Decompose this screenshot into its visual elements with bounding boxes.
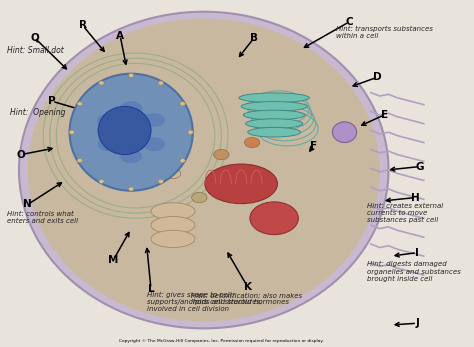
Text: P: P [48, 96, 56, 106]
Ellipse shape [120, 150, 142, 163]
Ellipse shape [191, 193, 207, 203]
Ellipse shape [151, 230, 195, 247]
Ellipse shape [77, 159, 82, 163]
Text: Hint: transports substances
within a cell: Hint: transports substances within a cel… [336, 26, 433, 39]
Ellipse shape [151, 203, 195, 220]
Text: G: G [415, 162, 424, 172]
Ellipse shape [128, 187, 134, 191]
Ellipse shape [180, 102, 185, 106]
Ellipse shape [143, 113, 165, 127]
Ellipse shape [243, 110, 305, 120]
Ellipse shape [214, 150, 229, 160]
Ellipse shape [99, 81, 104, 85]
Ellipse shape [151, 217, 195, 234]
Ellipse shape [120, 101, 142, 115]
Ellipse shape [143, 137, 165, 151]
Ellipse shape [69, 130, 74, 134]
Text: Hint: detoxification; also makes
lipids and steroid hormones: Hint: detoxification; also makes lipids … [191, 292, 301, 305]
Text: Hint: controls what
enters and exits cell: Hint: controls what enters and exits cel… [7, 211, 78, 225]
Ellipse shape [250, 202, 298, 235]
Ellipse shape [241, 102, 307, 111]
Text: Hint: Small dot: Hint: Small dot [7, 46, 64, 55]
Ellipse shape [158, 179, 164, 184]
Ellipse shape [99, 179, 104, 184]
Ellipse shape [239, 93, 310, 103]
Ellipse shape [97, 137, 119, 151]
Ellipse shape [77, 102, 82, 106]
Ellipse shape [248, 127, 301, 137]
Text: O: O [17, 150, 26, 160]
Ellipse shape [180, 159, 185, 163]
Text: Hint: creates external
currents to move
substances past cell: Hint: creates external currents to move … [366, 203, 443, 223]
Text: B: B [250, 33, 258, 43]
Text: M: M [109, 255, 119, 264]
Ellipse shape [128, 73, 134, 77]
Text: N: N [23, 200, 32, 210]
Text: Q: Q [30, 33, 39, 43]
Ellipse shape [165, 168, 181, 179]
Text: K: K [244, 282, 252, 292]
Ellipse shape [158, 81, 164, 85]
Text: E: E [381, 110, 388, 120]
Ellipse shape [205, 164, 277, 204]
Text: L: L [147, 284, 154, 294]
Text: Hint: gives shape to cell;
supports/anchors cell structures;
involved in cell di: Hint: gives shape to cell; supports/anch… [146, 292, 262, 313]
Text: I: I [415, 248, 419, 258]
Text: J: J [415, 318, 419, 328]
Text: F: F [310, 141, 317, 151]
Ellipse shape [28, 19, 380, 322]
Ellipse shape [19, 12, 389, 328]
Text: D: D [373, 72, 382, 82]
Text: Hint: digests damaged
organelles and substances
brought inside cell: Hint: digests damaged organelles and sub… [366, 261, 460, 282]
Ellipse shape [246, 119, 303, 128]
Text: Hint:  Opening: Hint: Opening [10, 108, 66, 117]
Text: Copyright © The McGraw-Hill Companies, Inc. Permission required for reproduction: Copyright © The McGraw-Hill Companies, I… [119, 339, 324, 343]
Text: H: H [410, 193, 419, 203]
Text: A: A [116, 31, 124, 41]
Ellipse shape [70, 74, 193, 191]
Ellipse shape [245, 137, 260, 148]
Ellipse shape [97, 113, 119, 127]
Text: R: R [79, 20, 87, 31]
Ellipse shape [98, 107, 151, 154]
Ellipse shape [332, 122, 356, 143]
Ellipse shape [188, 130, 193, 134]
Text: C: C [345, 17, 353, 27]
